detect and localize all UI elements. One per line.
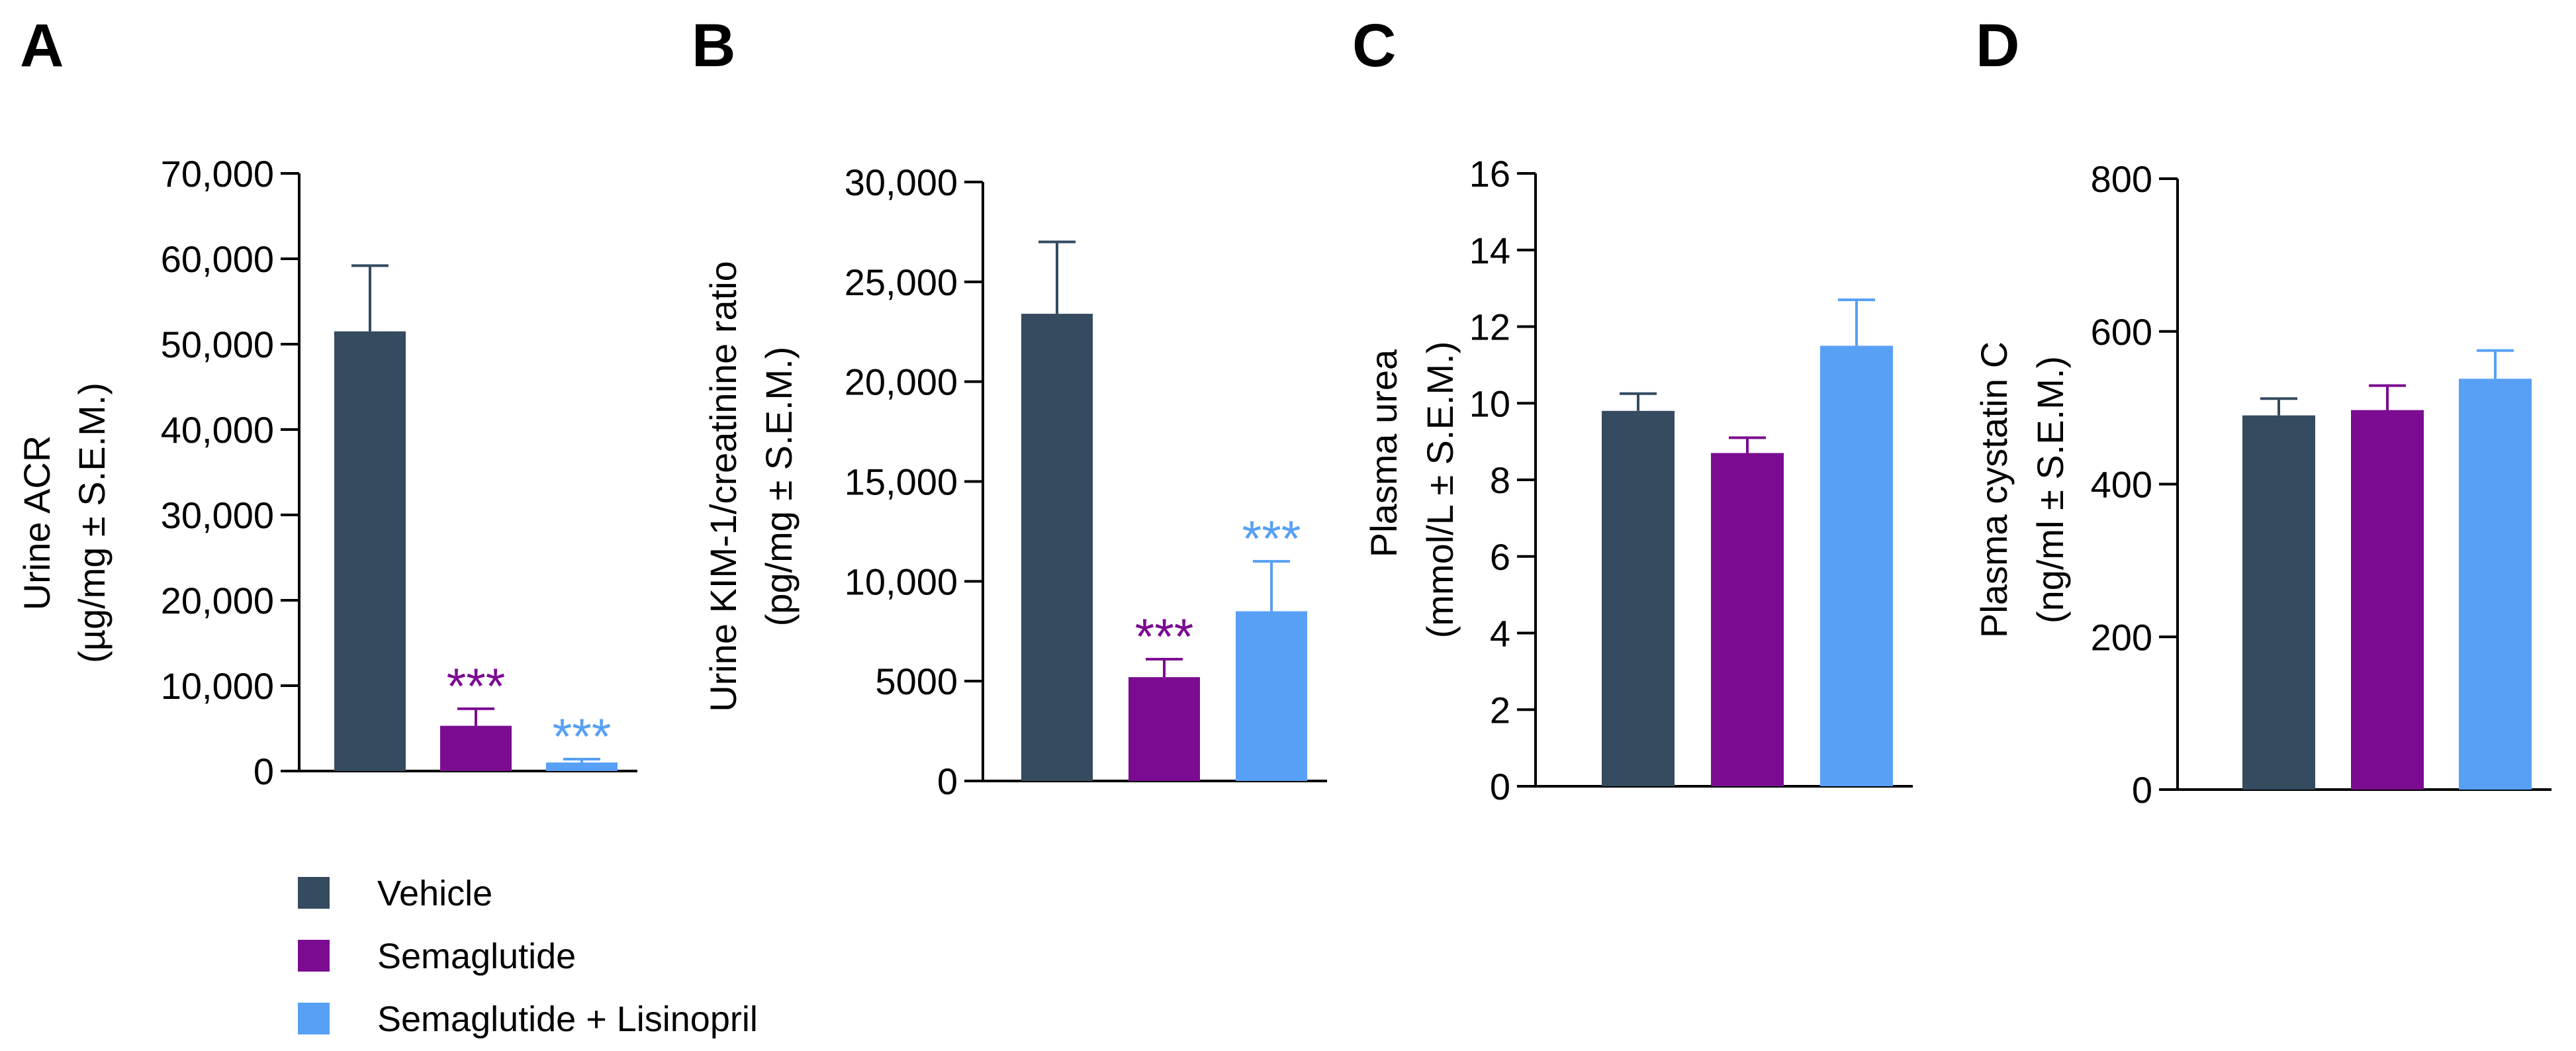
- panel-a-bar-vehicle: [334, 331, 406, 771]
- panel-c-y-tick-label: 6: [1490, 536, 1510, 578]
- legend: Vehicle Semaglutide Semaglutide + Lisino…: [298, 874, 758, 1039]
- legend-label-vehicle: Vehicle: [377, 874, 492, 913]
- panel-a-y-tick-label: 70,000: [161, 153, 274, 195]
- panel-c-bar-semaglutide: [1711, 453, 1784, 786]
- panel-a-ylabel-units: (µg/mg ± S.E.M.): [71, 383, 113, 663]
- legend-swatch-vehicle: [298, 877, 330, 909]
- panel-b-y-tick-label: 15,000: [845, 461, 958, 503]
- panel-c-bar-vehicle: [1602, 410, 1675, 786]
- panel-a-significance-semaglutide-lisinopril: ***: [553, 709, 612, 765]
- panel-d-y-tick-label: 400: [2091, 464, 2152, 506]
- panel-a-bar-semaglutide: [440, 725, 512, 771]
- legend-swatch-semaglutide: [298, 940, 330, 972]
- panel-c-y-tick-label: 14: [1469, 230, 1510, 271]
- panel-a-y-tick-label: 10,000: [161, 665, 274, 707]
- panel-b-y-tick-label: 10,000: [845, 561, 958, 602]
- panel-b-bar-semaglutide-lisinopril: [1236, 611, 1307, 781]
- panel-d-y-tick-label: 0: [2132, 769, 2152, 811]
- panel-d-ylabel-units: (ng/ml ± S.E.M.): [2029, 356, 2071, 623]
- panel-d-bar-semaglutide-lisinopril: [2459, 379, 2532, 790]
- panel-a-y-tick-label: 30,000: [161, 494, 274, 536]
- panel-b-ylabel-units: (pg/mg ± S.E.M.): [758, 347, 800, 627]
- legend-label-semaglutide: Semaglutide: [377, 937, 576, 976]
- panel-c-y-tick-label: 10: [1469, 383, 1510, 424]
- panel-a: A Urine ACR (µg/mg ± S.E.M.) 0 10,000 20,0…: [16, 12, 637, 792]
- panel-b-y-tick-label: 5000: [875, 661, 958, 702]
- panel-c-y-tick-label: 4: [1490, 613, 1510, 655]
- panel-a-y-tick-label: 0: [253, 751, 274, 792]
- panel-a-y-tick-label: 40,000: [161, 409, 274, 451]
- panel-b-y-tick-label: 0: [937, 760, 958, 802]
- panel-c-y-tick-label: 16: [1469, 153, 1510, 195]
- panel-a-significance-semaglutide: ***: [447, 659, 506, 715]
- panel-d-bar-vehicle: [2242, 415, 2315, 790]
- panel-d-bar-semaglutide: [2351, 410, 2424, 790]
- panel-a-y-tick-label: 60,000: [161, 238, 274, 280]
- panel-c: C Plasma urea (mmol/L ± S.E.M.) 0 2 4 6 8 10 1…: [1352, 12, 1913, 807]
- panel-c-ylabel: Plasma urea: [1363, 349, 1404, 557]
- panel-c-y-tick-label: 8: [1490, 459, 1510, 501]
- panel-d-y-tick-label: 800: [2091, 158, 2152, 200]
- panel-c-ylabel-units: (mmol/L ± S.E.M.): [1419, 342, 1461, 639]
- panel-b-significance-semaglutide-lisinopril: ***: [1242, 511, 1301, 567]
- panel-c-y-tick-label: 12: [1469, 306, 1510, 348]
- panel-a-y-tick-label: 50,000: [161, 324, 274, 365]
- panel-d: D Plasma cystatin C (ng/ml ± S.E.M.) 0 20…: [1973, 12, 2552, 811]
- panel-letter-c: C: [1352, 12, 1396, 79]
- panel-b-bar-vehicle: [1021, 314, 1093, 782]
- panel-b-y-tick-label: 20,000: [845, 361, 958, 403]
- legend-label-semaglutide-lisinopril: Semaglutide + Lisinopril: [377, 999, 758, 1039]
- panel-letter-b: B: [692, 12, 735, 79]
- panel-a-ylabel: Urine ACR: [16, 435, 58, 611]
- panel-letter-a: A: [20, 12, 64, 79]
- panel-b-bar-semaglutide: [1128, 677, 1200, 781]
- panel-a-bar-semaglutide-lisinopril: [546, 762, 618, 771]
- panel-b-y-tick-label: 30,000: [845, 161, 958, 203]
- panel-b-ylabel: Urine KIM-1/creatinine ratio: [702, 261, 744, 712]
- panel-d-y-tick-label: 600: [2091, 311, 2152, 353]
- panel-b-significance-semaglutide: ***: [1135, 609, 1194, 665]
- panel-c-y-tick-label: 2: [1490, 689, 1510, 731]
- panel-d-y-tick-label: 200: [2091, 616, 2152, 658]
- panel-b-y-tick-label: 25,000: [845, 261, 958, 303]
- panel-c-bar-semaglutide-lisinopril: [1820, 345, 1893, 786]
- panel-a-y-tick-label: 20,000: [161, 580, 274, 621]
- legend-swatch-semaglutide-lisinopril: [298, 1003, 330, 1034]
- panel-b: B Urine KIM-1/creatinine ratio (pg/mg ± …: [692, 12, 1327, 802]
- panel-d-ylabel: Plasma cystatin C: [1973, 342, 2015, 638]
- panel-c-y-tick-label: 0: [1490, 766, 1510, 807]
- panel-letter-d: D: [1976, 12, 2019, 79]
